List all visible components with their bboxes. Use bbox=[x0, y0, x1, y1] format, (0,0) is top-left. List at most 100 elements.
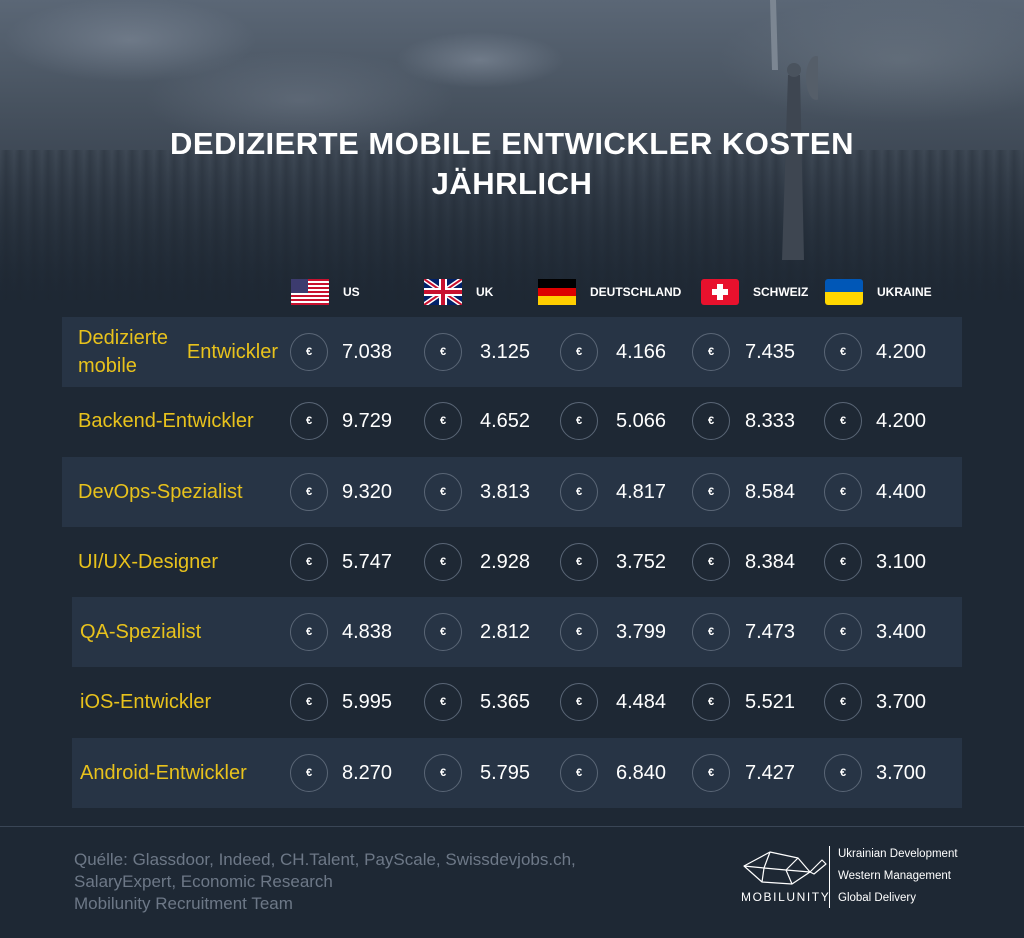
country-label-uk: UK bbox=[476, 285, 494, 299]
euro-icon: € bbox=[824, 613, 862, 651]
title-line-1: DEDIZIERTE MOBILE ENTWICKLER KOSTEN bbox=[170, 126, 854, 161]
table-row: Dedizierte mobile Entwickler €7.038 €3.125 €… bbox=[62, 317, 962, 387]
germany-flag-icon bbox=[538, 279, 576, 305]
salary-value: 5.521 bbox=[745, 691, 796, 713]
uk-flag-icon bbox=[424, 279, 462, 305]
euro-icon: € bbox=[424, 754, 462, 792]
whale-logo-icon bbox=[743, 851, 827, 885]
country-us: US bbox=[291, 278, 360, 306]
role-label: UI/UX-Designer bbox=[78, 527, 278, 597]
salary-value: 4.400 bbox=[876, 481, 927, 503]
sources-line-2: SalaryExpert, Economic Research bbox=[74, 872, 333, 891]
salary-value: 8.384 bbox=[745, 551, 796, 573]
salary-value: 7.473 bbox=[745, 621, 796, 643]
role-label: iOS-Entwickler bbox=[80, 667, 280, 737]
salary-value: 7.038 bbox=[342, 341, 393, 363]
euro-icon: € bbox=[290, 543, 328, 581]
role-label-line-1: DevOps-Spezialist bbox=[78, 481, 243, 503]
role-label-line-1: Dedizierte mobile bbox=[78, 327, 169, 377]
role-label-line-1: QA-Spezialist bbox=[80, 621, 202, 643]
salary-value: 9.320 bbox=[342, 481, 393, 503]
salary-value: 4.166 bbox=[616, 341, 667, 363]
logo-wordmark: MOBILUNITY bbox=[741, 890, 831, 904]
country-germany: DEUTSCHLAND bbox=[538, 278, 681, 306]
salary-value: 4.484 bbox=[616, 691, 667, 713]
salary-value: 3.813 bbox=[480, 481, 531, 503]
us-flag-icon bbox=[291, 279, 329, 305]
salary-value: 3.752 bbox=[616, 551, 667, 573]
euro-icon: € bbox=[824, 543, 862, 581]
euro-icon: € bbox=[290, 333, 328, 371]
euro-icon: € bbox=[824, 333, 862, 371]
role-label-line-2: Entwickler bbox=[186, 341, 278, 363]
role-label-line-1: Backend-Entwickler bbox=[78, 410, 254, 432]
salary-value: 7.427 bbox=[745, 762, 796, 784]
euro-icon: € bbox=[692, 683, 730, 721]
salary-value: 8.333 bbox=[745, 410, 796, 432]
logo-separator bbox=[829, 846, 830, 908]
euro-icon: € bbox=[692, 543, 730, 581]
table-row: DevOps-Spezialist €9.320 €3.813 €4.817 €8.58… bbox=[62, 457, 962, 527]
switzerland-flag-icon bbox=[701, 279, 739, 305]
salary-value: 3.700 bbox=[876, 762, 927, 784]
salary-value: 4.200 bbox=[876, 410, 927, 432]
country-label-ukraine: UKRAINE bbox=[877, 285, 932, 299]
euro-icon: € bbox=[692, 402, 730, 440]
salary-value: 9.729 bbox=[342, 410, 393, 432]
statue-silhouette bbox=[770, 0, 818, 260]
salary-value: 3.125 bbox=[480, 341, 531, 363]
euro-icon: € bbox=[424, 683, 462, 721]
euro-icon: € bbox=[560, 333, 598, 371]
euro-icon: € bbox=[560, 543, 598, 581]
euro-icon: € bbox=[290, 402, 328, 440]
role-label: Backend-Entwickler bbox=[78, 386, 278, 456]
country-label-us: US bbox=[343, 285, 360, 299]
salary-value: 3.799 bbox=[616, 621, 667, 643]
tagline-3: Global Delivery bbox=[838, 892, 916, 904]
page-title: DEDIZIERTE MOBILE ENTWICKLER KOSTEN JÄHR… bbox=[0, 124, 1024, 204]
role-label-line-1: Android-Entwickler bbox=[80, 762, 247, 784]
euro-icon: € bbox=[824, 473, 862, 511]
euro-icon: € bbox=[692, 754, 730, 792]
tagline-2: Western Management bbox=[838, 870, 951, 882]
salary-value: 5.365 bbox=[480, 691, 531, 713]
salary-value: 3.400 bbox=[876, 621, 927, 643]
country-ukraine: UKRAINE bbox=[825, 278, 932, 306]
euro-icon: € bbox=[824, 683, 862, 721]
city-skyline bbox=[0, 150, 1024, 300]
sources-line-3: Mobilunity Recruitment Team bbox=[74, 894, 293, 913]
euro-icon: € bbox=[290, 473, 328, 511]
table-row: UI/UX-Designer €5.747 €2.928 €3.752 €8.384 €3… bbox=[62, 527, 962, 597]
role-label: Dedizierte mobile Entwickler bbox=[78, 317, 278, 387]
euro-icon: € bbox=[692, 333, 730, 371]
salary-value: 5.795 bbox=[480, 762, 531, 784]
euro-icon: € bbox=[560, 754, 598, 792]
euro-icon: € bbox=[560, 613, 598, 651]
euro-icon: € bbox=[424, 473, 462, 511]
tagline-1: Ukrainian Development bbox=[838, 848, 958, 860]
salary-value: 5.995 bbox=[342, 691, 393, 713]
country-label-switzerland: SCHWEIZ bbox=[753, 285, 809, 299]
table-row: Backend-Entwickler €9.729 €4.652 €5.066 €8.3… bbox=[62, 386, 962, 456]
sources-text: Quélle: Glassdoor, Indeed, CH.Talent, Pa… bbox=[74, 849, 694, 915]
role-label-line-1: UI/UX-Designer bbox=[78, 551, 219, 573]
euro-icon: € bbox=[560, 402, 598, 440]
role-label-line-1: iOS-Entwickler bbox=[80, 691, 212, 713]
euro-icon: € bbox=[424, 543, 462, 581]
euro-icon: € bbox=[424, 402, 462, 440]
country-uk: UK bbox=[424, 278, 493, 306]
salary-value: 3.100 bbox=[876, 551, 927, 573]
salary-value: 6.840 bbox=[616, 762, 667, 784]
salary-value: 2.928 bbox=[480, 551, 531, 573]
salary-value: 3.700 bbox=[876, 691, 927, 713]
sources-line-1: Quélle: Glassdoor, Indeed, CH.Talent, Pa… bbox=[74, 850, 576, 869]
salary-value: 8.584 bbox=[745, 481, 796, 503]
euro-icon: € bbox=[824, 402, 862, 440]
salary-value: 4.838 bbox=[342, 621, 393, 643]
country-switzerland: SCHWEIZ bbox=[701, 278, 808, 306]
salary-value: 4.817 bbox=[616, 481, 667, 503]
euro-icon: € bbox=[290, 754, 328, 792]
salary-value: 5.747 bbox=[342, 551, 393, 573]
euro-icon: € bbox=[424, 333, 462, 371]
salary-value: 8.270 bbox=[342, 762, 393, 784]
